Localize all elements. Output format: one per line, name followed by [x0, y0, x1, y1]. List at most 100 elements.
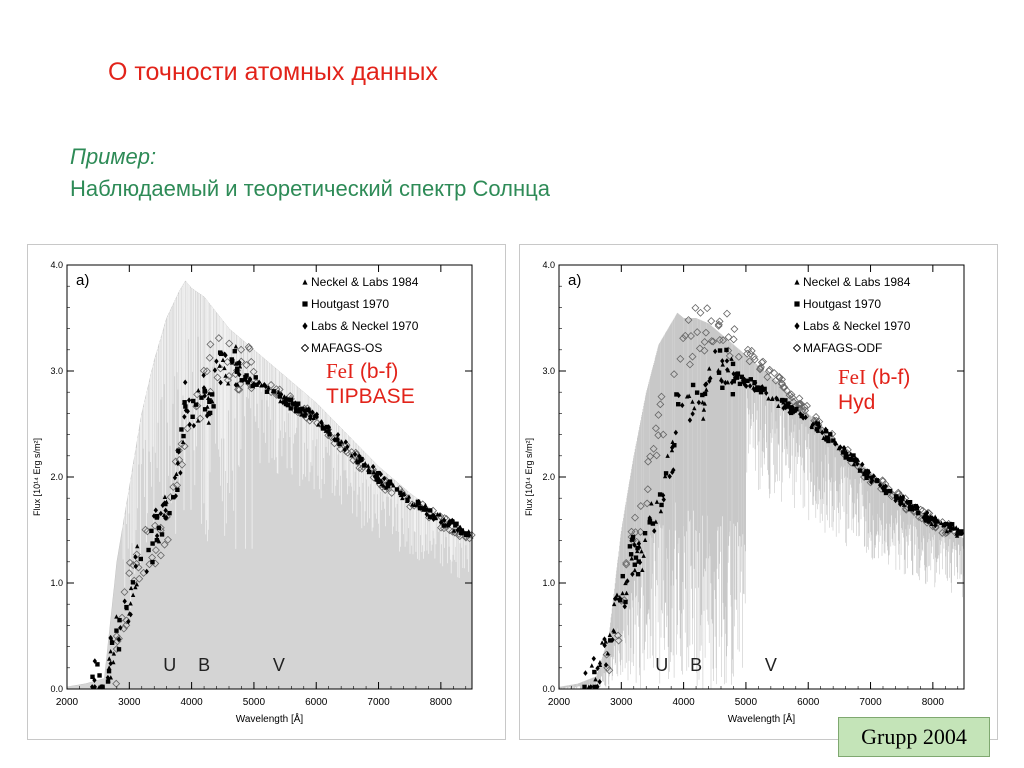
chart1-observed-point: [629, 556, 634, 561]
chart0-observed-point: [264, 389, 270, 394]
chart1-observed-point: [936, 519, 941, 524]
chart1-observed-point: [930, 515, 935, 521]
chart0-observed-point: [154, 533, 160, 539]
chart1-observed-point: [745, 378, 750, 384]
chart1-legend-label: Labs & Neckel 1970: [803, 319, 911, 333]
chart0-observed-point: [223, 373, 228, 378]
annotation-right-line1: (b-f): [866, 366, 911, 389]
chart0-band-label: V: [273, 655, 285, 675]
chart0-panel-label: a): [76, 272, 89, 289]
chart0-observed-point: [149, 528, 154, 534]
chart1-model-point: [652, 451, 661, 460]
chart0-observed-point: [232, 349, 237, 354]
chart1-observed-point: [663, 471, 669, 476]
chart0-model-point: [387, 488, 396, 497]
chart1-model-point: [763, 373, 772, 382]
chart0-observed-point: [156, 539, 162, 544]
chart1-observed-point: [848, 456, 853, 462]
chart1-model-point: [701, 328, 710, 337]
chart1-model-point: [747, 346, 756, 355]
chart1-band-label: U: [655, 655, 668, 675]
chart1-model-point: [691, 303, 700, 312]
chart1-model-point: [676, 354, 685, 363]
chart1-model-point: [715, 336, 724, 344]
chart1-legend-marker: [794, 301, 800, 307]
chart0-observed-point: [183, 404, 188, 409]
chart0-observed-point: [205, 404, 210, 409]
chart1-observed-point: [820, 429, 825, 436]
chart1-model-point: [614, 631, 622, 640]
chart1-observed-point: [810, 421, 816, 428]
chart1-observed-point: [785, 401, 790, 407]
chart1-observed-point: [620, 573, 625, 579]
chart0-legend-marker: [302, 322, 308, 330]
chart1-model-point: [743, 345, 752, 354]
chart1-observed-point: [731, 379, 736, 384]
chart1-observed-point: [686, 393, 692, 398]
chart1-observed-point: [614, 592, 620, 597]
chart0-model-point: [225, 339, 234, 348]
chart1-model-point: [789, 397, 798, 406]
chart0-model-point: [171, 457, 180, 466]
chart0-observed-point: [196, 388, 201, 393]
chart0-observed-point: [110, 639, 115, 645]
chart1-legend-marker: [794, 279, 800, 285]
chart0-observed-point: [254, 382, 259, 387]
chart0-observed-point: [190, 414, 195, 419]
chart1-observed-point: [636, 559, 641, 564]
chart1-observed-point: [741, 378, 746, 385]
chart0-observed-point: [128, 585, 134, 591]
chart1-observed-point: [642, 530, 648, 536]
chart1-observed-point: [932, 517, 937, 522]
chart1-observed-point: [724, 347, 729, 353]
chart0-observed-points: [89, 344, 472, 690]
chart0-observed-point: [173, 493, 178, 499]
chart1-y-axis-label: Flux [10¹⁴ Erg s/m²]: [524, 438, 534, 516]
chart1-model-point: [714, 320, 723, 329]
annotation-right-element: FeI: [838, 365, 866, 389]
chart1-model-point: [631, 513, 639, 522]
chart1-observed-point: [924, 510, 930, 516]
chart1-legend-label: MAFAGS-ODF: [803, 341, 882, 355]
chart0-observed-point: [366, 469, 372, 475]
chart1-observed-point: [869, 479, 874, 485]
chart0-model-point: [267, 380, 276, 389]
chart0-model-point: [125, 558, 134, 567]
chart0-model-point: [160, 540, 169, 549]
chart1-observed-point: [661, 496, 666, 503]
chart0-model-point: [114, 634, 123, 643]
chart1-model-point: [605, 666, 614, 675]
chart1-observed-point: [716, 367, 721, 373]
chart0-observed-point: [370, 463, 376, 470]
chart1-observed-point: [707, 378, 712, 384]
chart0-observed-point: [332, 436, 337, 443]
chart1-observed-point: [597, 660, 603, 665]
chart0-observed-point: [366, 466, 372, 472]
chart1-observed-point: [591, 655, 596, 662]
chart1-observed-point: [597, 662, 603, 668]
chart1-observed-point: [602, 636, 607, 642]
chart0-model-point: [330, 439, 339, 448]
chart1-observed-point: [592, 684, 597, 690]
chart1-y-tick-label: 4.0: [542, 260, 555, 270]
chart0-model-point: [151, 521, 160, 530]
chart0-observed-point: [206, 411, 211, 417]
chart0-observed-point: [352, 451, 358, 457]
chart0-model-point: [169, 482, 178, 491]
chart0-observed-point: [327, 432, 332, 437]
chart1-observed-point: [659, 502, 664, 508]
chart1-model-point: [707, 317, 716, 326]
chart0-observed-point: [191, 398, 196, 404]
chart1-observed-point: [635, 548, 640, 554]
chart0-observed-point: [150, 541, 155, 546]
chart0-observed-point: [108, 635, 114, 642]
chart1-observed-point: [815, 421, 820, 428]
chart0-model-point: [205, 353, 214, 362]
chart1-observed-point: [613, 595, 618, 601]
chart1-observed-point: [926, 519, 931, 524]
chart1-observed-point: [883, 483, 888, 489]
chart1-observed-point: [766, 396, 771, 401]
chart1-observed-point: [914, 506, 920, 511]
chart1-observed-point: [954, 525, 959, 530]
chart1-observed-point: [690, 399, 695, 404]
